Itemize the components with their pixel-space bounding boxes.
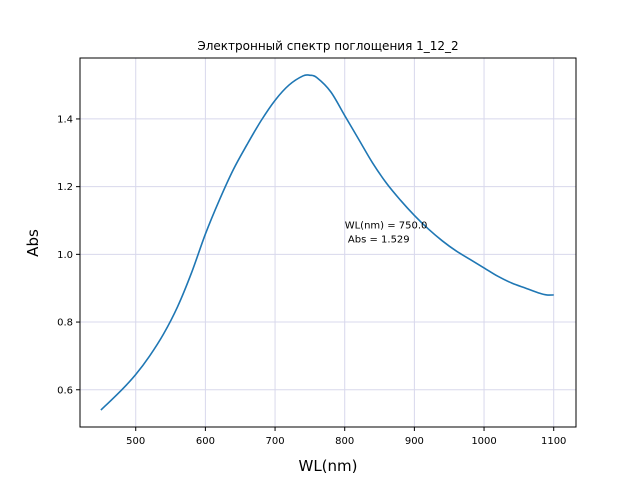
x-tick-label: 900	[405, 436, 424, 447]
annotation-line-1: WL(nm) = 750.0	[345, 221, 428, 232]
x-tick-label: 800	[335, 436, 354, 447]
x-tick-label: 1000	[471, 436, 496, 447]
y-tick-label: 0.8	[57, 318, 73, 329]
chart-title: Электронный спектр поглощения 1_12_2	[197, 39, 458, 53]
absorbance-line	[100, 74, 554, 411]
x-tick-label: 600	[196, 436, 215, 447]
x-axis-label: WL(nm)	[298, 457, 357, 475]
y-tick-label: 1.2	[57, 182, 73, 193]
axes-frame	[79, 57, 577, 428]
x-tick-label: 700	[266, 436, 285, 447]
series-layer	[100, 74, 554, 411]
y-tick-label: 1.0	[57, 250, 73, 261]
grid-lines	[80, 58, 576, 427]
y-axis-label: Abs	[24, 229, 42, 257]
x-tick-label: 500	[126, 436, 145, 447]
x-axis-ticks: 500 600 700 800 900 1000 1100	[126, 427, 566, 447]
y-axis-ticks: 0.6 0.8 1.0 1.2 1.4	[57, 114, 80, 396]
annotation-line-2: Abs = 1.529	[345, 235, 410, 246]
y-tick-label: 1.4	[57, 114, 73, 125]
x-tick-label: 1100	[541, 436, 566, 447]
y-tick-label: 0.6	[57, 385, 73, 396]
plot-frame	[79, 57, 577, 428]
